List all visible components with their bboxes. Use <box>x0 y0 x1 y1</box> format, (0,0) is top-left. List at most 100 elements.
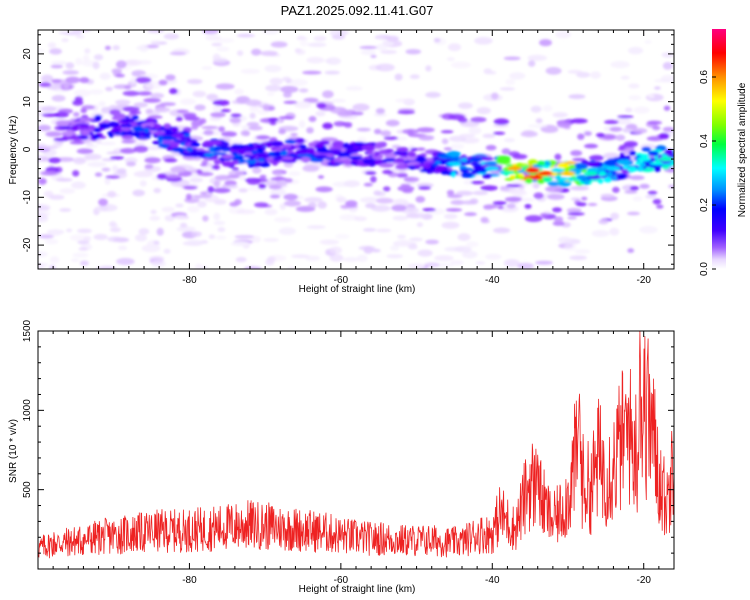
heatmap-cell <box>265 84 282 92</box>
heatmap-cell <box>451 171 457 178</box>
heatmap-cell <box>528 60 536 67</box>
heatmap-cell <box>187 205 200 213</box>
heatmap-cell <box>264 208 278 216</box>
x-tick-label: -40 <box>485 275 500 286</box>
heatmap-cell <box>273 151 282 156</box>
heatmap-cell <box>51 60 68 65</box>
heatmap-cell <box>322 90 334 99</box>
heatmap-cell <box>216 46 230 52</box>
heatmap-cell <box>107 121 120 128</box>
heatmap-cell <box>326 154 335 158</box>
heatmap-cell <box>288 171 301 177</box>
heatmap-cell <box>552 112 568 118</box>
heatmap-cell <box>309 157 317 161</box>
heatmap-cell <box>300 156 311 163</box>
heatmap-cell <box>202 215 209 222</box>
heatmap-cell <box>407 129 414 137</box>
heatmap-cell <box>363 182 373 187</box>
heatmap-cell <box>370 176 377 183</box>
heatmap-cell <box>587 203 598 206</box>
heatmap-cell <box>144 127 150 133</box>
heatmap-cell <box>278 128 286 135</box>
heatmap-cell <box>262 104 270 111</box>
heatmap-cell <box>161 206 175 213</box>
heatmap-cell <box>47 42 57 49</box>
heatmap-cell <box>383 136 399 140</box>
heatmap-cell <box>84 48 91 54</box>
heatmap-cell <box>38 178 47 185</box>
heatmap-cell <box>319 239 340 245</box>
heatmap-cell <box>649 162 664 166</box>
heatmap-cell <box>112 165 119 172</box>
heatmap-cell <box>193 194 212 199</box>
heatmap-cell <box>269 194 281 199</box>
heatmap-cell <box>527 159 538 165</box>
heatmap-cell <box>196 148 205 152</box>
heatmap-cell <box>611 175 618 181</box>
heatmap-cell <box>485 144 497 151</box>
heatmap-cell <box>201 125 219 130</box>
heatmap-cell <box>539 39 552 47</box>
heatmap-cell <box>145 118 155 123</box>
heatmap-cell <box>59 188 76 194</box>
heatmap-cell <box>410 147 419 152</box>
heatmap-cell <box>315 110 326 117</box>
heatmap-cell <box>554 153 562 161</box>
heatmap-cell <box>345 86 363 91</box>
heatmap-cell <box>141 131 152 137</box>
heatmap-cell <box>479 156 494 161</box>
heatmap-cell <box>563 161 577 165</box>
heatmap-cell <box>450 260 464 266</box>
heatmap-cell <box>152 123 162 130</box>
heatmap-cell <box>118 245 128 251</box>
heatmap-cell <box>78 247 88 251</box>
heatmap-cell <box>150 40 162 44</box>
heatmap-cell <box>503 170 510 176</box>
heatmap-cell <box>261 30 279 35</box>
heatmap-cell <box>129 110 142 115</box>
heatmap-cell <box>251 48 262 56</box>
heatmap-cell <box>482 173 492 179</box>
heatmap-cell <box>73 112 80 117</box>
heatmap-cell <box>211 164 220 170</box>
heatmap-cell <box>610 61 630 69</box>
heatmap-cell <box>504 196 522 203</box>
heatmap-cell <box>259 174 267 179</box>
heatmap-cell <box>375 141 387 148</box>
heatmap-cell <box>268 254 287 262</box>
y-tick-label: -10 <box>22 190 33 205</box>
heatmap-cell <box>59 208 72 212</box>
heatmap-cell <box>536 160 546 166</box>
heatmap-cell <box>576 71 591 78</box>
heatmap-cell <box>130 77 137 85</box>
heatmap-cell <box>257 158 265 162</box>
heatmap-cell <box>278 116 294 120</box>
heatmap-cell <box>124 157 138 164</box>
x-tick-label: -60 <box>334 575 349 586</box>
heatmap-cell <box>211 42 223 47</box>
heatmap-cell <box>221 184 229 188</box>
heatmap-cell <box>106 151 121 155</box>
heatmap-cell <box>547 193 565 200</box>
heatmap-cell <box>158 79 168 86</box>
heatmap-cell <box>121 127 131 132</box>
heatmap-cell <box>431 151 438 157</box>
heatmap-cell <box>157 135 163 141</box>
heatmap-cell <box>339 152 345 158</box>
heatmap-cell <box>617 173 627 180</box>
heatmap-cell <box>407 152 417 158</box>
heatmap-cell <box>554 175 561 180</box>
heatmap-cell <box>213 159 222 165</box>
heatmap-cell <box>212 53 221 62</box>
heatmap-cell <box>386 254 404 259</box>
heatmap-cell <box>506 203 516 209</box>
heatmap-cell <box>386 35 399 42</box>
heatmap-cell <box>647 190 658 195</box>
heatmap-cell <box>370 54 377 59</box>
heatmap-cell <box>276 180 288 187</box>
heatmap-cell <box>194 104 206 111</box>
heatmap-cell <box>70 234 86 241</box>
heatmap-cell <box>342 257 360 262</box>
heatmap-cell <box>646 120 663 125</box>
heatmap-cell <box>76 148 94 154</box>
